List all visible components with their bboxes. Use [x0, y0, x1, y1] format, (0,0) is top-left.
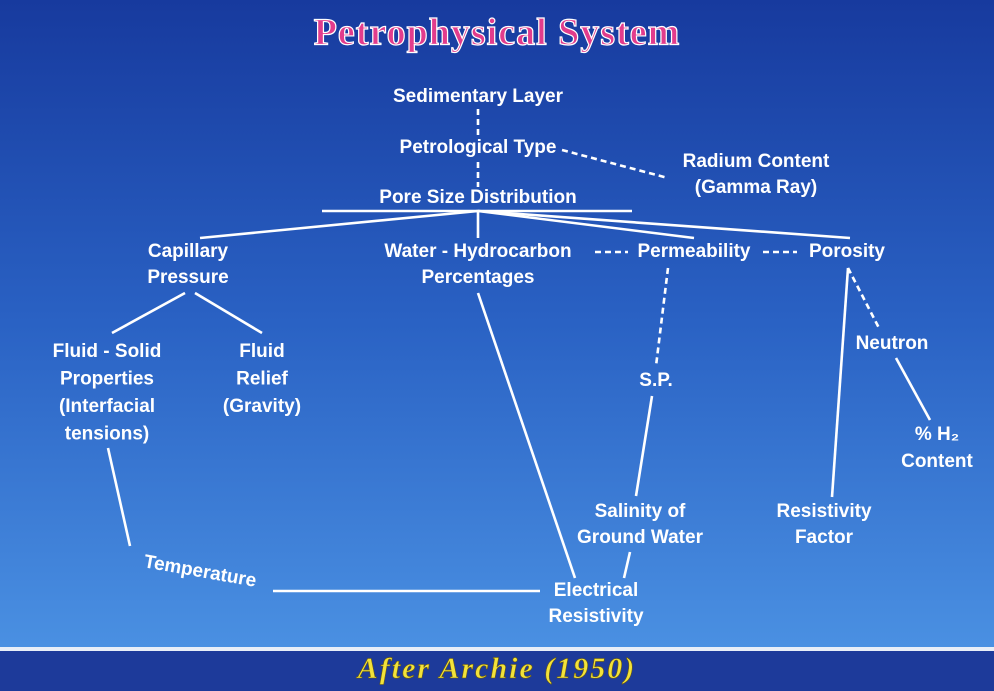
link — [476, 292, 577, 579]
link — [477, 209, 851, 240]
node-label: Properties — [60, 369, 154, 390]
dashed-link — [561, 148, 669, 180]
link — [894, 357, 932, 421]
node-label: Fluid — [239, 341, 284, 362]
node-label: Porosity — [809, 241, 885, 262]
divider — [0, 647, 994, 651]
dashed-link — [846, 267, 882, 331]
node-label: Factor — [795, 527, 854, 548]
node-label: Sedimentary Layer — [393, 86, 564, 107]
node-label: tensions) — [65, 424, 149, 445]
link — [622, 551, 632, 579]
link — [111, 291, 186, 335]
connectors — [106, 109, 932, 593]
node-label: Relief — [236, 369, 288, 390]
link — [477, 209, 695, 240]
node-label: % H₂ — [915, 424, 959, 445]
dashed-link — [654, 267, 670, 367]
node-label: (Interfacial — [59, 396, 155, 417]
node-label: Salinity of — [595, 501, 686, 522]
node-label: (Gamma Ray) — [695, 177, 818, 198]
link — [106, 447, 132, 547]
node-label: Radium Content — [683, 151, 830, 172]
node-label: Resistivity — [548, 606, 643, 627]
link — [194, 291, 263, 335]
node-label: Petrological Type — [400, 137, 557, 158]
node-label: Resistivity — [776, 501, 871, 522]
link — [830, 267, 850, 498]
node-label: Percentages — [421, 267, 534, 288]
link — [634, 395, 654, 497]
node-label: Pore Size Distribution — [379, 187, 576, 208]
nodes: Sedimentary Layer Petrological Type Radium… — [53, 86, 974, 627]
footer: After Archie (1950) — [356, 652, 637, 685]
node-label: S.P. — [639, 370, 672, 391]
background — [0, 0, 994, 647]
node-label: Ground Water — [577, 527, 704, 548]
node-label: Content — [901, 451, 973, 472]
node-label: Pressure — [147, 267, 228, 288]
node-label: Neutron — [856, 333, 929, 354]
footer-band — [0, 651, 994, 691]
node-label: Capillary — [148, 241, 229, 262]
node-label: (Gravity) — [223, 396, 301, 417]
node-label: Water - Hydrocarbon — [384, 241, 571, 262]
link — [199, 209, 479, 240]
node-label: Fluid - Solid — [53, 341, 162, 362]
node-label: Electrical — [554, 580, 639, 601]
node-label: Permeability — [638, 241, 751, 262]
title: Petrophysical System — [314, 12, 681, 54]
